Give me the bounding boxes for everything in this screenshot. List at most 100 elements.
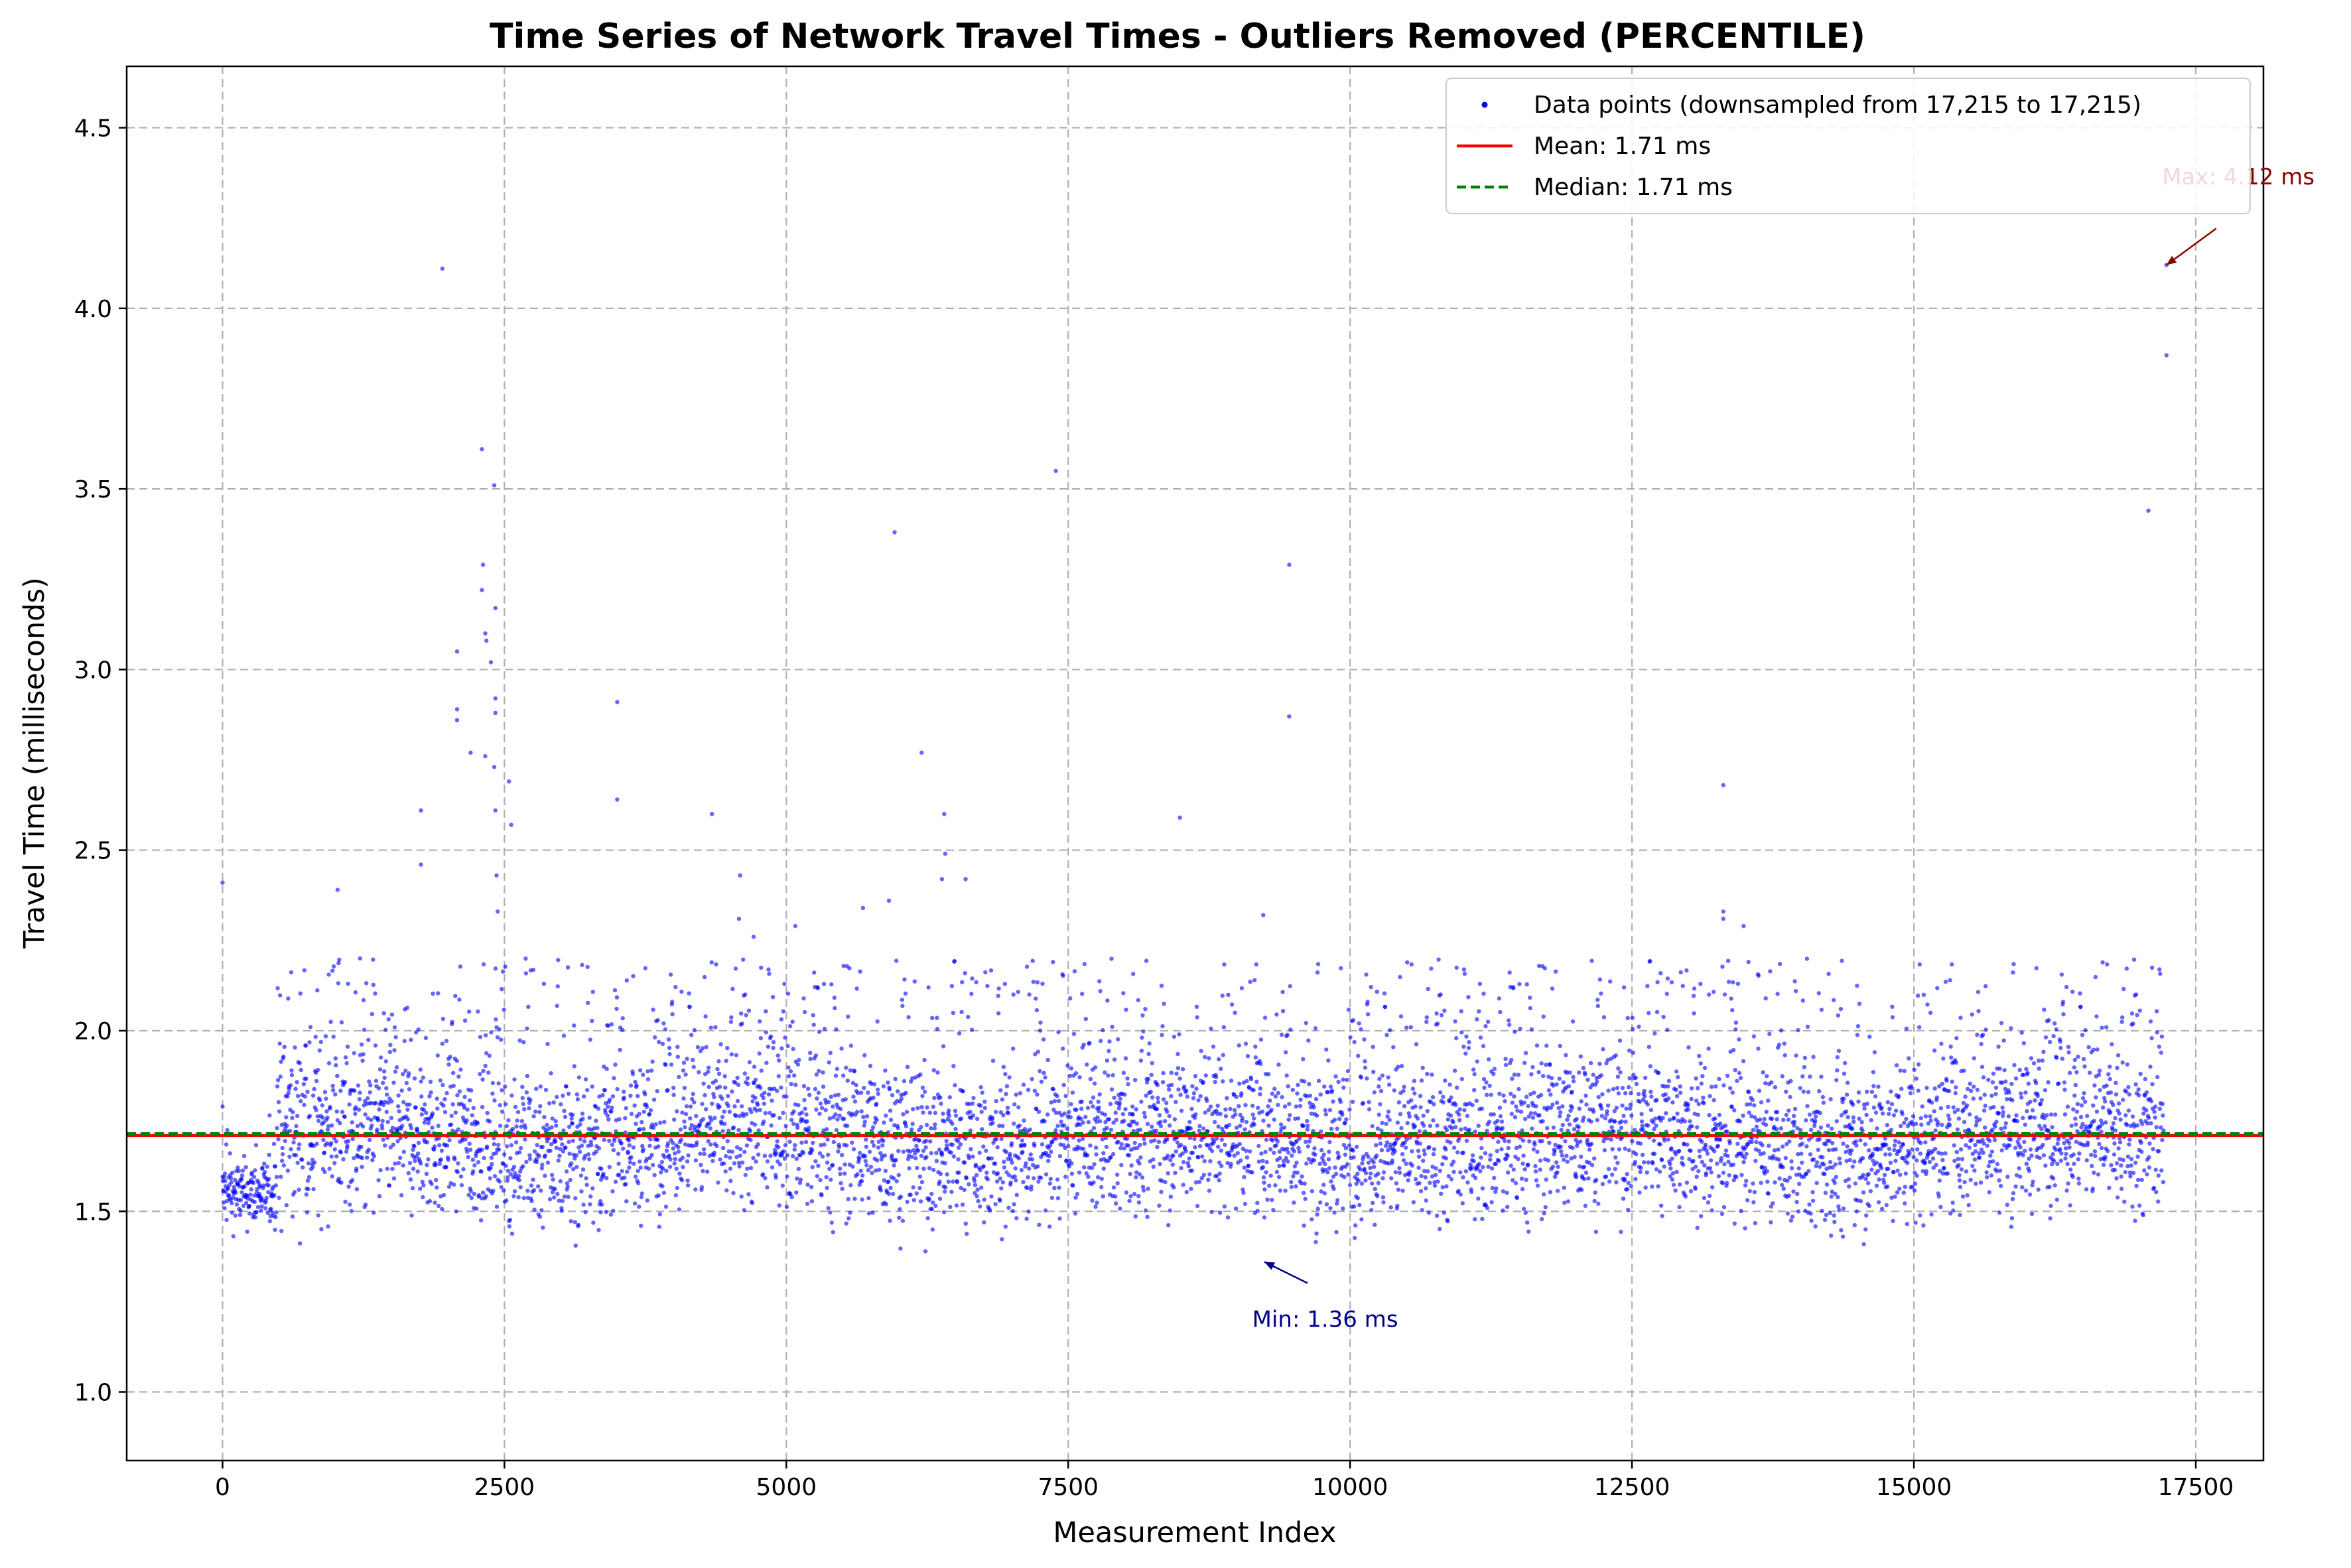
data-point [1566,1199,1571,1204]
data-point [1824,1212,1829,1218]
data-point [1361,1100,1366,1106]
data-point [224,1199,230,1204]
data-point [858,969,862,974]
data-point [971,1096,976,1100]
data-point [1202,1159,1207,1163]
data-point [1621,1197,1626,1201]
data-point [759,965,764,970]
data-point [1352,1039,1357,1045]
data-point [466,1193,471,1197]
data-point [1707,1113,1712,1118]
data-point [668,972,673,977]
data-point [448,1055,452,1059]
data-point [549,1125,554,1130]
data-point [909,1079,913,1084]
data-point [1361,1154,1366,1159]
data-point [1372,1090,1377,1095]
data-point [1191,1096,1196,1100]
data-point [671,1085,676,1090]
data-point [1297,1149,1302,1154]
data-point [1753,1159,1758,1163]
data-point [234,1190,238,1195]
data-point [893,1077,898,1082]
data-point [1438,1090,1443,1095]
data-point [1157,1203,1162,1208]
data-point [1810,1190,1815,1195]
data-point [527,1157,533,1161]
data-point [1730,1008,1735,1013]
data-point [1370,1124,1375,1129]
data-point [1132,1119,1136,1124]
data-point [424,1171,429,1177]
data-point [766,1044,771,1049]
data-point [1369,1208,1374,1212]
data-point [1871,1070,1876,1075]
data-point [1190,1150,1195,1155]
data-point [1203,1110,1208,1115]
data-point [590,1018,594,1023]
data-point [1105,1058,1110,1063]
data-point [947,1113,952,1118]
data-point [813,1053,819,1058]
data-point [1432,1147,1437,1151]
data-point [956,1145,961,1150]
data-point [1488,1157,1493,1162]
data-point [910,1122,915,1126]
data-point [1836,1204,1841,1209]
data-point [1282,1125,1287,1130]
data-point [1302,1223,1306,1228]
data-point [1777,1157,1781,1162]
data-point [1329,1179,1333,1184]
data-point [1118,1207,1122,1211]
data-point [1804,1171,1809,1176]
data-point [332,1147,337,1152]
data-point [1187,1120,1192,1124]
data-point [1512,1073,1517,1077]
data-point [1274,1143,1279,1148]
data-point [1177,1032,1181,1037]
data-point [1131,1129,1136,1134]
data-point [923,1138,929,1143]
data-point [1789,1159,1794,1164]
data-point [293,1086,298,1091]
data-point [583,1210,588,1214]
data-point [1509,1112,1514,1116]
data-point [837,1113,842,1118]
data-point [1172,1185,1176,1190]
data-point [967,1155,972,1161]
data-point [1286,1117,1291,1122]
data-point [1216,1124,1221,1129]
data-point [440,1016,446,1021]
data-point [369,1012,375,1017]
data-point [1477,982,1483,986]
data-point [1036,1179,1041,1184]
data-point [945,1172,949,1177]
data-point [1278,1155,1282,1161]
data-point [579,1189,584,1194]
data-point [1222,962,1227,967]
data-point [1080,992,1085,996]
data-point [1720,964,1725,969]
data-point [1001,1065,1006,1069]
data-point [1550,986,1555,991]
data-point [490,1161,494,1167]
data-point [1757,1088,1762,1093]
data-point [1692,1112,1697,1116]
data-point [478,1035,483,1039]
data-point [706,1069,710,1075]
data-point [998,1110,1004,1115]
data-point [275,1084,280,1089]
data-point [735,1098,740,1104]
data-point [1853,1139,1859,1144]
data-point [350,1178,355,1183]
data-point [1751,1034,1757,1039]
data-point [333,1056,338,1061]
data-point [401,1072,405,1077]
data-point [377,1067,383,1072]
data-point [1587,1107,1592,1112]
data-point [1741,1059,1746,1064]
data-point [1646,1160,1650,1165]
data-point [827,1167,832,1171]
data-point [743,1173,748,1177]
data-point [1791,1114,1796,1118]
